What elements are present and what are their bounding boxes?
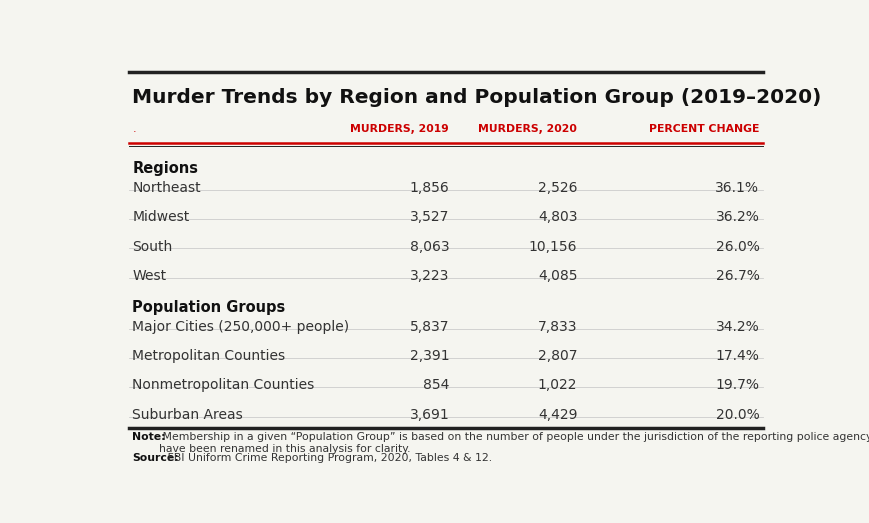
Text: 36.2%: 36.2% — [714, 210, 759, 224]
Text: Murder Trends by Region and Population Group (2019–2020): Murder Trends by Region and Population G… — [132, 88, 821, 107]
Text: .: . — [132, 124, 136, 134]
Text: Population Groups: Population Groups — [132, 300, 285, 315]
Text: Regions: Regions — [132, 162, 198, 176]
Text: MURDERS, 2020: MURDERS, 2020 — [478, 124, 577, 134]
Text: 1,856: 1,856 — [409, 181, 448, 195]
Text: Suburban Areas: Suburban Areas — [132, 408, 242, 422]
Text: 2,526: 2,526 — [537, 181, 577, 195]
Text: 4,429: 4,429 — [537, 408, 577, 422]
Text: Membership in a given “Population Group” is based on the number of people under : Membership in a given “Population Group”… — [159, 433, 869, 454]
Text: South: South — [132, 240, 172, 254]
Text: Nonmetropolitan Counties: Nonmetropolitan Counties — [132, 379, 315, 392]
Text: Northeast: Northeast — [132, 181, 201, 195]
Text: 2,807: 2,807 — [537, 349, 577, 363]
Text: 1,022: 1,022 — [537, 379, 577, 392]
Text: Major Cities (250,000+ people): Major Cities (250,000+ people) — [132, 320, 349, 334]
Text: Metropolitan Counties: Metropolitan Counties — [132, 349, 285, 363]
Text: 34.2%: 34.2% — [715, 320, 759, 334]
Text: 3,691: 3,691 — [409, 408, 448, 422]
Text: 10,156: 10,156 — [528, 240, 577, 254]
Text: Source:: Source: — [132, 453, 179, 463]
Text: 26.7%: 26.7% — [714, 269, 759, 283]
Text: 36.1%: 36.1% — [714, 181, 759, 195]
Text: 4,803: 4,803 — [537, 210, 577, 224]
Text: 4,085: 4,085 — [537, 269, 577, 283]
Text: MURDERS, 2019: MURDERS, 2019 — [350, 124, 448, 134]
Text: 5,837: 5,837 — [409, 320, 448, 334]
Text: 2,391: 2,391 — [409, 349, 448, 363]
Text: Note:: Note: — [132, 433, 166, 442]
Text: 3,527: 3,527 — [409, 210, 448, 224]
Text: 17.4%: 17.4% — [714, 349, 759, 363]
Text: FBI Uniform Crime Reporting Program, 2020, Tables 4 & 12.: FBI Uniform Crime Reporting Program, 202… — [164, 453, 492, 463]
Text: 26.0%: 26.0% — [714, 240, 759, 254]
Text: 854: 854 — [422, 379, 448, 392]
Text: 3,223: 3,223 — [409, 269, 448, 283]
Text: West: West — [132, 269, 166, 283]
Text: 19.7%: 19.7% — [714, 379, 759, 392]
Text: 20.0%: 20.0% — [715, 408, 759, 422]
Text: PERCENT CHANGE: PERCENT CHANGE — [648, 124, 759, 134]
Text: 7,833: 7,833 — [537, 320, 577, 334]
Text: Midwest: Midwest — [132, 210, 189, 224]
Text: 8,063: 8,063 — [409, 240, 448, 254]
